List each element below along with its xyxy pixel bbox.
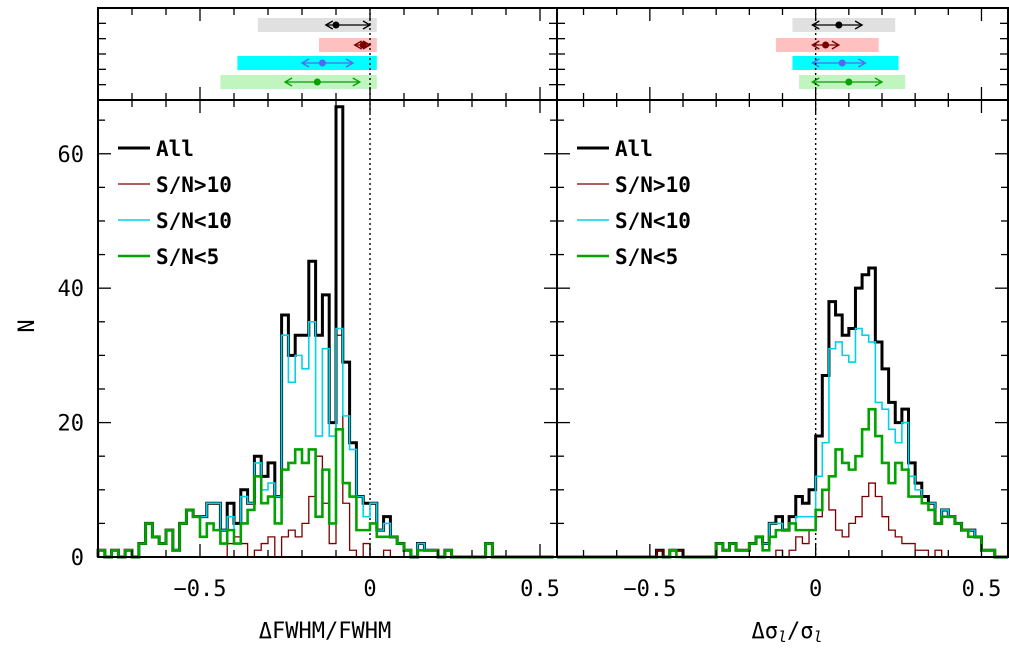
x-axis-label-right-den: σ xyxy=(800,619,813,644)
summary-point-0 xyxy=(835,21,843,29)
y-tick-label: 0 xyxy=(71,546,84,571)
summary-point-3 xyxy=(845,78,853,86)
legend-label-1: S/N>10 xyxy=(156,173,232,197)
summary-arrow-left-2 xyxy=(811,58,820,68)
legend-label-2: S/N<10 xyxy=(156,209,232,233)
legend-label-1: S/N>10 xyxy=(615,173,691,197)
x-axis-label-right-sub1: l xyxy=(778,628,787,646)
summary-arrow-left-1 xyxy=(811,40,820,50)
summary-point-2 xyxy=(838,59,846,67)
x-tick-label: 0.5 xyxy=(520,577,560,602)
x-tick-label: −0.5 xyxy=(174,577,227,602)
x-axis-label-right: Δσl/σl xyxy=(751,619,822,646)
summary-band-0 xyxy=(257,18,377,32)
summary-arrow-left-0 xyxy=(324,20,334,30)
y-tick-label: 20 xyxy=(58,412,85,437)
histogram-SN5-right xyxy=(557,407,1008,559)
summary-arrow-left-1 xyxy=(353,40,363,50)
summary-arrow-left-0 xyxy=(811,20,820,30)
summary-arrow-left-3 xyxy=(283,77,293,87)
summary-point-2 xyxy=(318,59,326,67)
x-axis-label-right-num: Δσ xyxy=(751,619,778,644)
summary-arrow-right-1 xyxy=(831,40,841,50)
histogram-All-right xyxy=(557,266,1008,559)
axis-labels: N ΔFWHM/FWHM Δσl/σl xyxy=(15,319,823,646)
summary-arrow-right-3 xyxy=(874,77,884,87)
summary-arrow-left-2 xyxy=(300,58,310,68)
main-frame xyxy=(556,99,1009,558)
summary-band-1 xyxy=(319,38,377,52)
right-panel: −0.5 0 0.5 All S/N>10 S/N<10 S/N<5 xyxy=(556,7,1009,602)
summary-point-0 xyxy=(332,21,340,29)
x-tick-label: 0 xyxy=(363,577,376,602)
x-tick-label: −0.5 xyxy=(623,577,676,602)
y-tick-label: 60 xyxy=(58,143,85,168)
summary-arrow-right-3 xyxy=(352,77,362,87)
histogram-SN5-left xyxy=(96,428,554,559)
summary-point-1 xyxy=(822,41,830,49)
summary-arrow-left-3 xyxy=(811,77,820,87)
legend-label-0: All xyxy=(156,137,194,161)
summary-point-1 xyxy=(359,41,367,49)
x-tick-label: 0.5 xyxy=(962,577,1002,602)
left-panel: −0.5 0 0.5 0 20 40 60 All S/N>10 S/N<10 S/N<5 xyxy=(58,7,560,602)
x-axis-label-right-sub2: l xyxy=(814,628,823,646)
x-axis-label-left: ΔFWHM/FWHM xyxy=(259,619,391,644)
legend-label-3: S/N<5 xyxy=(156,245,219,269)
summary-point-3 xyxy=(313,78,321,86)
histogram-SN10-left xyxy=(98,334,554,558)
legend-label-0: All xyxy=(615,137,653,161)
summary-arrow-right-2 xyxy=(858,58,867,68)
top-strip-frame xyxy=(556,7,1009,101)
legend-label-3: S/N<5 xyxy=(615,245,678,269)
main-frame xyxy=(97,99,558,558)
summary-arrow-right-0 xyxy=(854,20,864,30)
summary-arrow-right-2 xyxy=(345,58,355,68)
y-tick-label: 40 xyxy=(58,277,85,302)
legend-label-2: S/N<10 xyxy=(615,209,691,233)
histogram-SN10-left xyxy=(97,320,554,558)
x-axis-label-right-slash: / xyxy=(787,619,800,644)
y-axis-label: N xyxy=(15,319,40,332)
x-tick-label: 0 xyxy=(809,577,822,602)
